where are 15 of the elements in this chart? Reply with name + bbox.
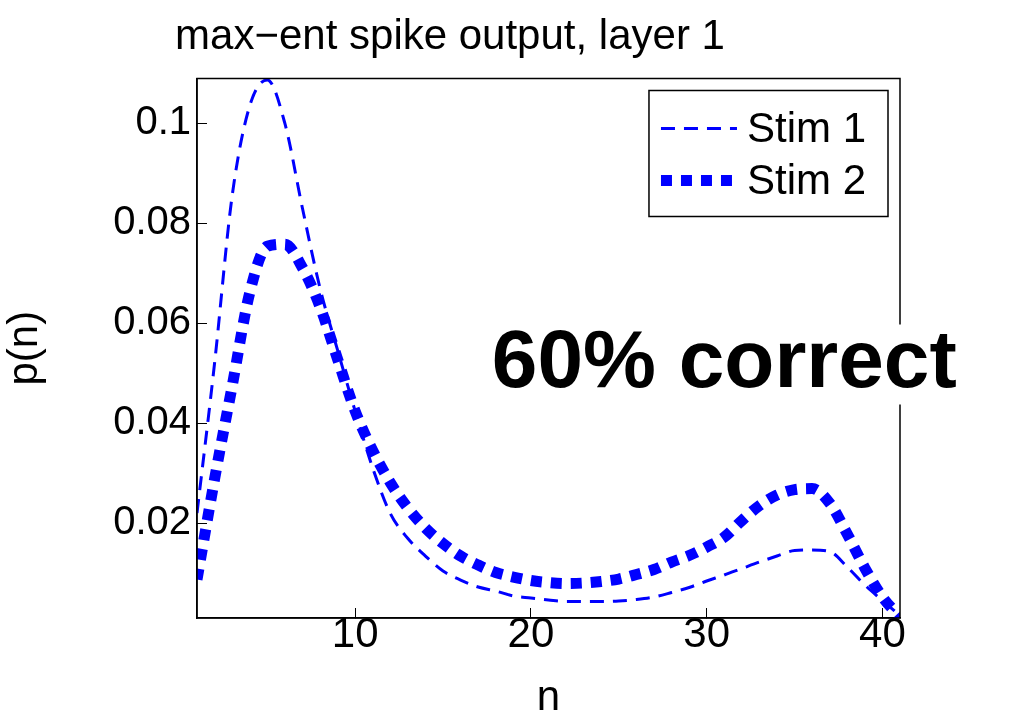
y-tick-label: 0.02	[113, 498, 191, 543]
x-tick-label: 40	[859, 608, 906, 656]
annotation: 60% correct	[491, 313, 957, 404]
x-tick-label: 30	[683, 608, 731, 656]
x-tick-label: 10	[331, 608, 379, 656]
y-axis-title: p(n)	[0, 310, 46, 386]
legend-label: Stim 1	[746, 103, 866, 151]
legend-label: Stim 2	[746, 155, 866, 203]
y-tick-label: 0.06	[113, 298, 191, 343]
y-tick-label: 0.04	[113, 398, 191, 443]
y-tick-label: 0.08	[113, 198, 191, 243]
x-tick-label: 20	[507, 608, 555, 656]
y-tick-label: 0.1	[135, 98, 191, 143]
x-axis-title: n	[536, 672, 561, 720]
chart-title: max−ent spike output, layer 1	[175, 10, 725, 58]
